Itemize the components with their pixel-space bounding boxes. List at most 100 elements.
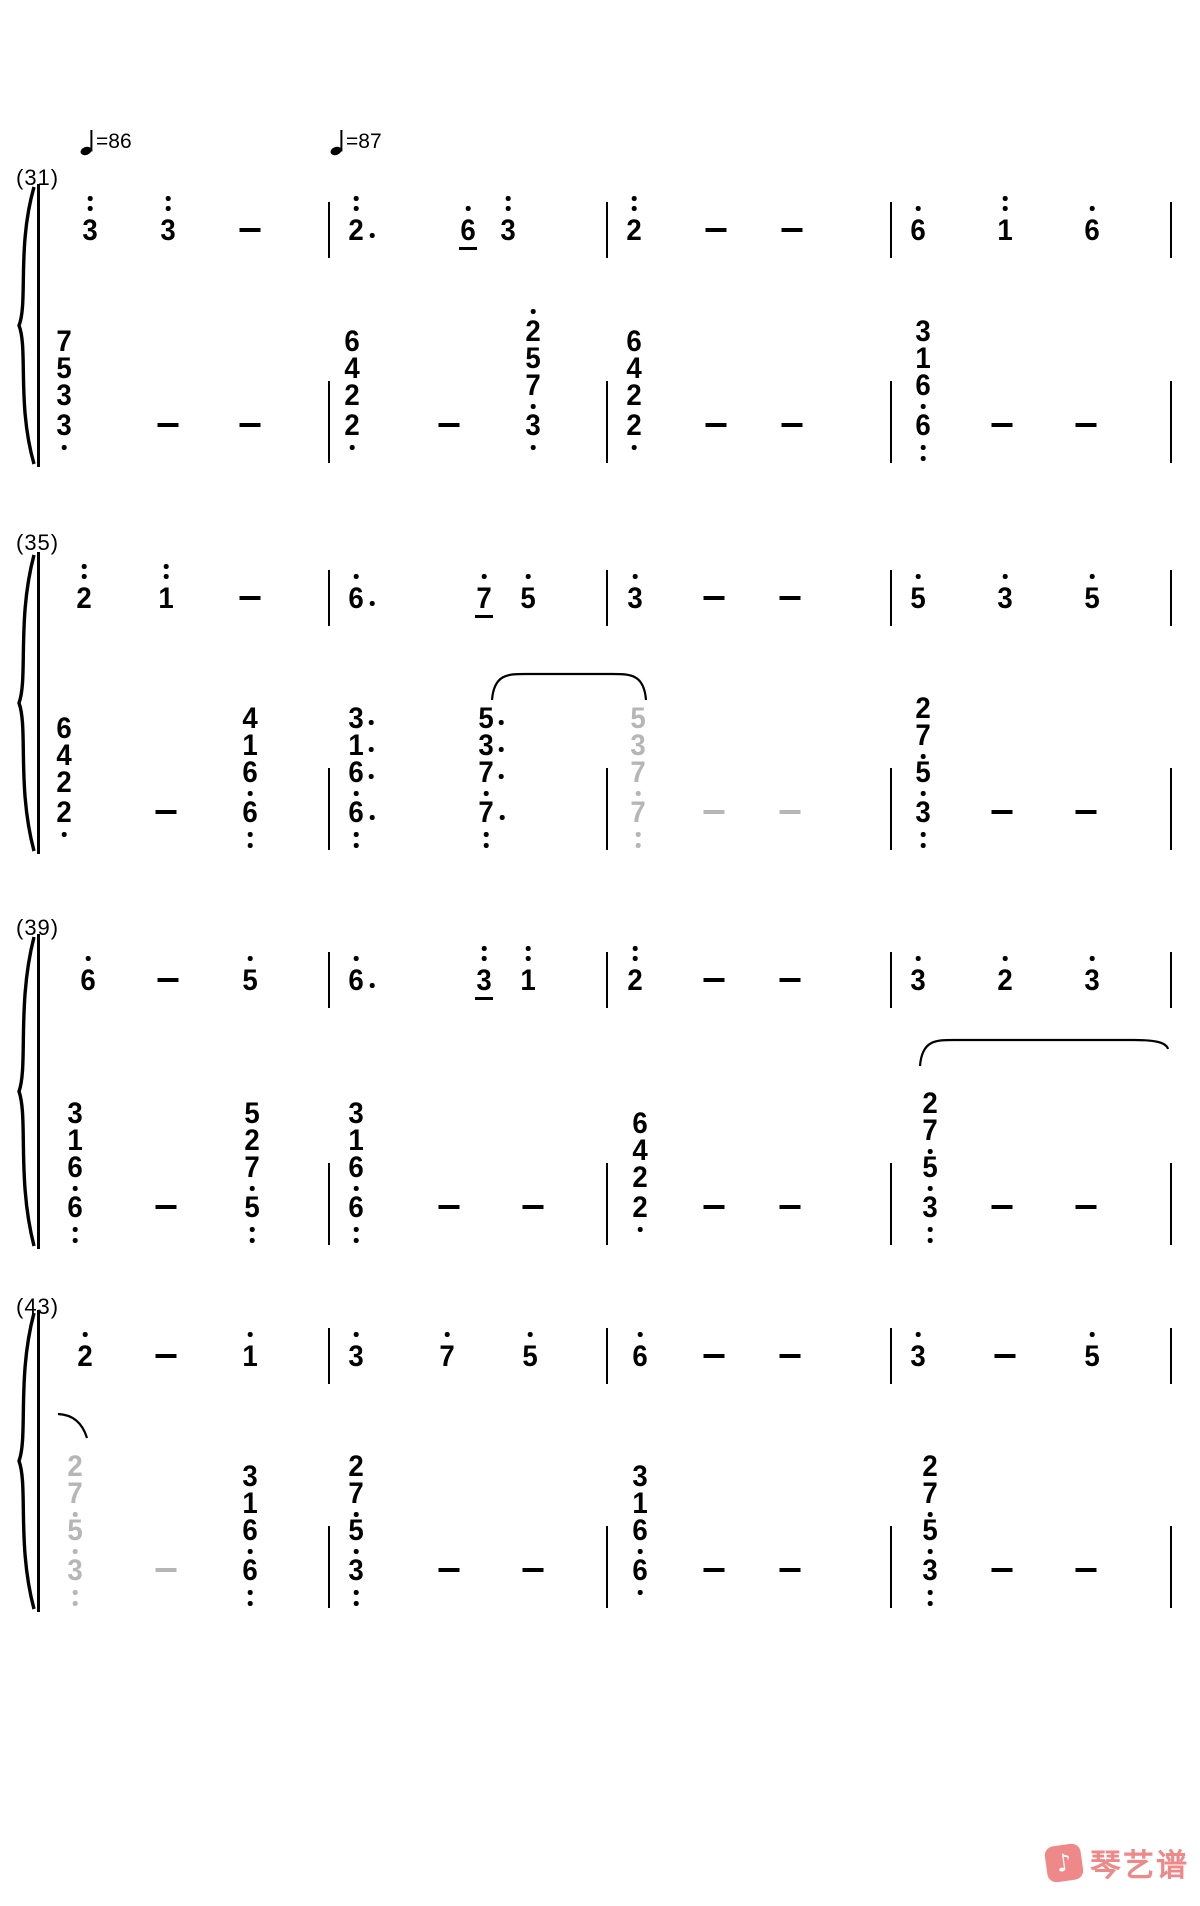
dash-extension <box>155 1205 177 1209</box>
chord-note: 3 <box>630 729 646 762</box>
barline-melody <box>890 570 893 626</box>
octave-dot <box>632 946 638 951</box>
octave-dot <box>61 445 67 450</box>
chord-note: 3 <box>478 729 494 762</box>
dash-extension <box>703 1354 725 1358</box>
barline-melody <box>606 952 609 1008</box>
chord-note: 4 <box>632 1134 648 1167</box>
octave-dot <box>631 206 637 211</box>
octave-dot <box>87 206 93 211</box>
octave-dot <box>530 309 536 314</box>
octave-dot <box>247 1590 253 1595</box>
octave-dot <box>1002 956 1008 961</box>
barline-melody <box>606 570 609 626</box>
octave-dot <box>353 1238 359 1243</box>
chord-note: 7 <box>525 369 541 402</box>
dash-extension <box>779 1354 801 1358</box>
melody-note: 2 <box>997 964 1013 997</box>
melody-note: 6 <box>910 214 926 247</box>
octave-dot <box>927 1186 933 1191</box>
octave-dot <box>927 1227 933 1232</box>
octave-dot <box>505 196 511 201</box>
system-start-barline <box>37 1310 40 1612</box>
system-start-barline <box>37 934 40 1249</box>
octave-dot <box>920 832 926 837</box>
chord-note: 5 <box>915 756 931 789</box>
chord-note: 2 <box>525 315 541 348</box>
bass-note: 6 <box>67 1191 83 1224</box>
octave-dot <box>353 956 359 961</box>
octave-dot <box>1002 574 1008 579</box>
melody-note: 3 <box>1084 964 1100 997</box>
chord-note: 2 <box>922 1087 938 1120</box>
dash-extension <box>991 423 1013 427</box>
dash-extension <box>239 423 261 427</box>
chord-note: 7 <box>67 1477 83 1510</box>
chord-note: 1 <box>67 1124 83 1157</box>
octave-dot <box>525 956 531 961</box>
chord-note: 2 <box>348 1450 364 1483</box>
octave-dot <box>527 1332 533 1337</box>
melody-note: 3 <box>82 214 98 247</box>
quarter-note-icon <box>80 130 93 156</box>
dash-extension <box>1075 423 1097 427</box>
octave-dot <box>1002 196 1008 201</box>
barline-melody <box>1170 952 1173 1008</box>
chord-note: 6 <box>344 325 360 358</box>
octave-dot <box>368 720 374 725</box>
bass-note: 3 <box>525 409 541 442</box>
melody-note: 5 <box>1084 1340 1100 1373</box>
octave-dot <box>483 832 489 837</box>
bass-note: 2 <box>626 409 642 442</box>
octave-dot <box>353 196 359 201</box>
dash-extension <box>779 1205 801 1209</box>
dash-extension <box>438 423 460 427</box>
octave-dot <box>635 843 641 848</box>
dash-extension <box>438 1205 460 1209</box>
tie-arc <box>918 1038 1170 1067</box>
chord-note: 7 <box>922 1114 938 1147</box>
chord-note: 5 <box>244 1097 260 1130</box>
octave-dot <box>498 774 504 779</box>
octave-dot <box>1089 206 1095 211</box>
octave-dot <box>637 1590 643 1595</box>
octave-dot <box>481 946 487 951</box>
melody-note: 2 <box>627 964 643 997</box>
octave-dot <box>368 774 374 779</box>
octave-dot <box>505 206 511 211</box>
octave-dot <box>87 196 93 201</box>
barline-melody <box>890 952 893 1008</box>
octave-dot <box>530 445 536 450</box>
chord-note: 5 <box>922 1151 938 1184</box>
octave-dot <box>915 956 921 961</box>
quarter-note-icon <box>330 130 343 156</box>
bass-note: 6 <box>348 1191 364 1224</box>
octave-dot <box>247 791 253 796</box>
melody-note: 6 <box>348 964 364 997</box>
dash-extension <box>155 1568 177 1572</box>
chord-note: 5 <box>922 1514 938 1547</box>
chord-note: 6 <box>56 712 72 745</box>
barline-melody <box>1170 1328 1173 1384</box>
dash-extension <box>703 978 725 982</box>
chord-note: 3 <box>348 1097 364 1130</box>
dash-extension <box>705 423 727 427</box>
dash-extension <box>157 423 179 427</box>
bass-note: 7 <box>630 796 646 829</box>
melody-note: 1 <box>242 1340 258 1373</box>
octave-dot <box>247 832 253 837</box>
bass-note: 3 <box>56 409 72 442</box>
octave-dot <box>637 1227 643 1232</box>
chord-note: 7 <box>922 1477 938 1510</box>
octave-dot <box>498 720 504 725</box>
melody-note: 5 <box>520 582 536 615</box>
dash-extension <box>779 596 801 600</box>
grand-staff-brace-icon <box>17 554 36 852</box>
octave-dot <box>163 574 169 579</box>
octave-dot <box>920 404 926 409</box>
octave-dot <box>353 843 359 848</box>
grand-staff-brace-icon <box>17 1312 36 1610</box>
octave-dot <box>481 574 487 579</box>
barline-bass <box>606 1163 609 1245</box>
chord-note: 7 <box>56 325 72 358</box>
